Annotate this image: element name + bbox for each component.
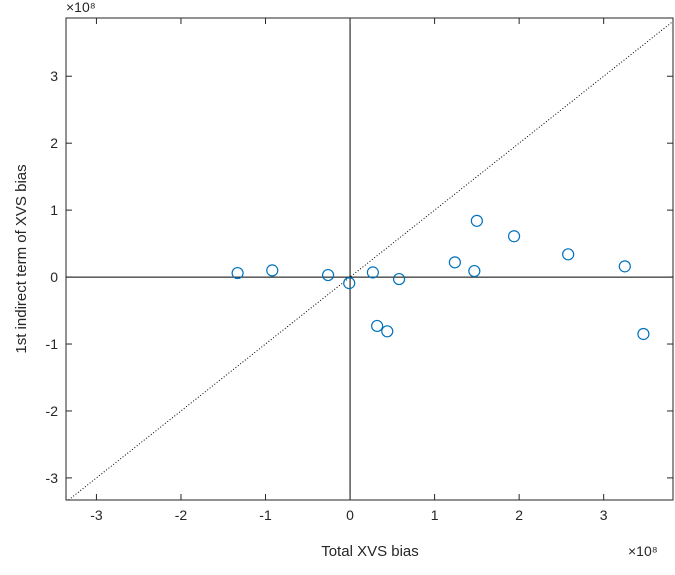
x-axis-label: Total XVS bias [321, 543, 419, 560]
point [381, 325, 394, 338]
point [371, 319, 384, 333]
x-tick-label: -1 [259, 507, 272, 523]
y-tick-label: 1 [50, 202, 58, 218]
x-tick-label: 1 [431, 507, 439, 523]
point [321, 268, 335, 282]
point [470, 214, 483, 227]
x-tick-label: -2 [175, 507, 188, 523]
point [468, 264, 481, 278]
plot-area [65, 17, 674, 501]
y-tick-label: 3 [50, 68, 58, 84]
point [343, 277, 356, 290]
point [618, 260, 631, 273]
x-tick-label: 2 [515, 507, 523, 523]
point [507, 230, 521, 243]
point [562, 248, 575, 261]
diagonal-line [68, 20, 674, 501]
point [266, 264, 279, 277]
point [366, 266, 379, 279]
y-tick-label: -1 [46, 336, 59, 352]
x-exponent: ×10⁸ [628, 543, 658, 559]
point [448, 256, 461, 269]
y-exponent: ×10⁸ [66, 0, 96, 15]
point [392, 272, 406, 286]
y-tick-label: -2 [46, 403, 59, 419]
y-tick-label: -3 [46, 470, 59, 486]
x-tick-label: -3 [90, 507, 103, 523]
point [231, 266, 244, 280]
x-tick-label: 0 [346, 507, 354, 523]
y-axis-label: 1st indirect term of XVS bias [13, 164, 30, 353]
point [637, 327, 650, 341]
y-tick-label: 0 [50, 269, 58, 285]
y-tick-label: 2 [50, 135, 58, 151]
x-tick-label: 3 [600, 507, 608, 523]
